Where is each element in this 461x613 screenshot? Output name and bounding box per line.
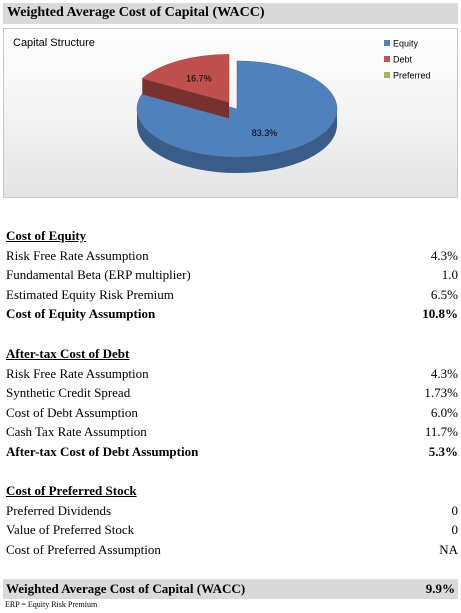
wacc-total-bar: Weighted Average Cost of Capital (WACC) … — [3, 579, 458, 599]
row-label: Cash Tax Rate Assumption — [6, 424, 147, 440]
section-heading: After-tax Cost of Debt — [6, 344, 458, 364]
pie-slice-top — [141, 54, 230, 103]
table-row: Preferred Dividends 0 — [6, 501, 458, 521]
row-value: 1.73% — [424, 385, 458, 401]
capital-structure-chart: Capital Structure 83.3% 16.7% Equity Debt Pre… — [3, 28, 458, 198]
total-value: 5.3% — [428, 443, 458, 459]
row-value: 0 — [451, 502, 459, 518]
total-value: 10.8% — [422, 306, 458, 322]
table-row: Risk Free Rate Assumption 4.3% — [6, 246, 458, 266]
cost-of-preferred-section: Cost of Preferred Stock Preferred Divide… — [6, 481, 458, 559]
data-label: 16.7% — [186, 73, 212, 83]
pie-slice-debt — [141, 54, 230, 119]
cost-of-equity-section: Cost of Equity Risk Free Rate Assumption… — [6, 226, 458, 324]
legend-swatch — [384, 72, 390, 78]
cost-of-debt-section: After-tax Cost of Debt Risk Free Rate As… — [6, 344, 458, 462]
row-label: Preferred Dividends — [6, 502, 112, 518]
row-value: 6.5% — [430, 286, 458, 302]
table-row: Fundamental Beta (ERP multiplier) 1.0 — [6, 265, 458, 285]
row-value: 6.0% — [430, 404, 458, 420]
row-label: Cost of Debt Assumption — [6, 404, 138, 420]
header-bar: Weighted Average Cost of Capital (WACC) — [3, 3, 458, 24]
row-label: Estimated Equity Risk Premium — [6, 286, 174, 302]
table-row: Cost of Preferred Assumption NA — [6, 540, 458, 560]
row-label: Risk Free Rate Assumption — [6, 247, 149, 263]
row-label: Fundamental Beta (ERP multiplier) — [6, 267, 191, 283]
wacc-value: 9.9% — [425, 581, 455, 596]
pie-slice-cut-face — [142, 78, 229, 119]
footnote: ERP = Equity Risk Premium — [5, 600, 98, 609]
total-label: Cost of Equity Assumption — [6, 306, 156, 322]
total-row: After-tax Cost of Debt Assumption 5.3% — [6, 442, 458, 462]
cost-of-equity-heading: Cost of Equity — [6, 228, 87, 243]
pie-chart-svg: Capital Structure 83.3% 16.7% Equity Debt Pre… — [13, 37, 431, 173]
row-value: 11.7% — [424, 424, 458, 440]
row-label: Value of Preferred Stock — [6, 522, 135, 538]
legend-label: Debt — [393, 55, 413, 65]
legend-label: Preferred — [393, 71, 431, 81]
row-value: NA — [439, 541, 458, 557]
row-label: Cost of Preferred Assumption — [6, 541, 161, 557]
total-row: Cost of Equity Assumption 10.8% — [6, 304, 458, 324]
row-label: Risk Free Rate Assumption — [6, 365, 149, 381]
table-row: Synthetic Credit Spread 1.73% — [6, 383, 458, 403]
row-label: Synthetic Credit Spread — [6, 385, 131, 401]
pie-slice-equity — [136, 60, 338, 173]
table-row: Cash Tax Rate Assumption 11.7% — [6, 422, 458, 442]
table-row: Risk Free Rate Assumption 4.3% — [6, 364, 458, 384]
table-row: Cost of Debt Assumption 6.0% — [6, 403, 458, 423]
row-value: 4.3% — [430, 365, 458, 381]
pie-slice-top — [136, 60, 338, 158]
page-title: Weighted Average Cost of Capital (WACC) — [7, 5, 265, 20]
row-value: 0 — [451, 522, 459, 538]
row-value: 1.0 — [441, 267, 458, 283]
legend-label: Equity — [393, 39, 419, 49]
cost-of-preferred-heading: Cost of Preferred Stock — [6, 483, 137, 498]
legend-swatch — [384, 40, 390, 46]
pie-slice-side — [137, 109, 337, 173]
wacc-label: Weighted Average Cost of Capital (WACC) — [6, 581, 246, 596]
table-row: Value of Preferred Stock 0 — [6, 520, 458, 540]
section-heading: Cost of Preferred Stock — [6, 481, 458, 501]
cost-of-debt-heading: After-tax Cost of Debt — [6, 346, 130, 361]
chart-title: Capital Structure — [13, 37, 95, 49]
table-row: Estimated Equity Risk Premium 6.5% — [6, 285, 458, 305]
data-label: 83.3% — [252, 128, 278, 138]
total-label: After-tax Cost of Debt Assumption — [6, 443, 199, 459]
row-value: 4.3% — [430, 247, 458, 263]
legend-swatch — [384, 56, 390, 62]
section-heading: Cost of Equity — [6, 226, 458, 246]
